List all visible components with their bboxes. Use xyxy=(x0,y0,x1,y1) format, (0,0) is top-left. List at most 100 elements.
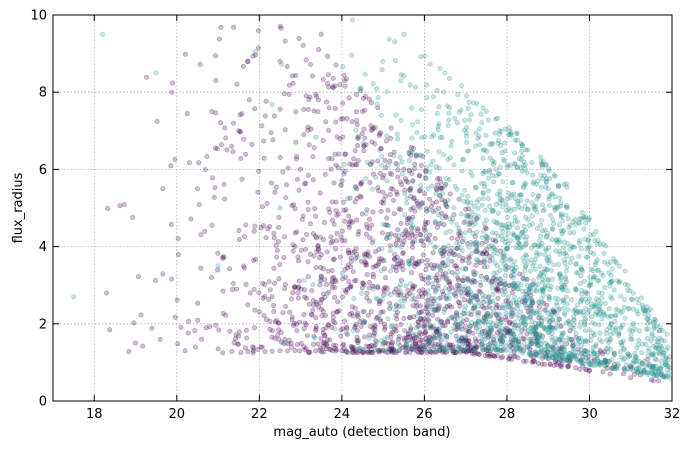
scatter-point xyxy=(423,335,429,341)
scatter-point xyxy=(429,281,435,287)
scatter-point xyxy=(305,172,311,178)
scatter-point xyxy=(402,234,408,240)
scatter-point xyxy=(333,348,339,354)
scatter-point xyxy=(407,280,413,286)
scatter-point xyxy=(457,303,463,309)
scatter-point xyxy=(461,337,467,343)
scatter-point xyxy=(329,281,335,287)
scatter-point xyxy=(506,356,512,362)
scatter-point xyxy=(346,222,352,228)
scatter-point xyxy=(509,290,515,296)
scatter-point xyxy=(349,119,355,125)
scatter-point xyxy=(503,314,509,320)
scatter-point xyxy=(362,135,368,141)
scatter-point xyxy=(595,312,601,318)
scatter-point xyxy=(420,287,426,293)
scatter-point xyxy=(507,319,513,325)
scatter-point xyxy=(308,311,314,317)
scatter-point xyxy=(270,137,276,143)
scatter-point xyxy=(366,332,372,338)
scatter-point xyxy=(354,117,360,123)
scatter-point xyxy=(444,342,450,348)
scatter-point xyxy=(403,227,409,233)
scatter-point xyxy=(323,99,329,105)
scatter-point xyxy=(412,261,418,267)
scatter-point xyxy=(559,341,565,347)
scatter-point xyxy=(492,260,498,266)
scatter-point xyxy=(468,348,474,354)
scatter-point xyxy=(374,347,380,353)
scatter-point xyxy=(355,338,361,344)
scatter-point xyxy=(481,347,487,353)
scatter-point xyxy=(464,328,470,334)
scatter-point xyxy=(306,142,312,148)
scatter-point xyxy=(229,348,235,354)
scatter-point xyxy=(185,330,191,336)
scatter-point xyxy=(427,323,433,329)
scatter-point xyxy=(467,227,473,233)
scatter-point xyxy=(402,229,408,235)
scatter-point xyxy=(359,131,365,137)
scatter-point xyxy=(561,257,567,263)
scatter-point xyxy=(304,232,310,238)
scatter-point xyxy=(472,350,478,356)
scatter-point xyxy=(241,265,247,271)
scatter-point xyxy=(397,179,403,185)
scatter-point xyxy=(466,255,472,261)
scatter-point xyxy=(491,179,497,185)
scatter-point xyxy=(551,309,557,315)
scatter-point xyxy=(435,285,441,291)
scatter-point xyxy=(578,357,584,363)
scatter-point xyxy=(627,327,633,333)
scatter-point xyxy=(465,343,471,349)
scatter-point xyxy=(507,348,513,354)
scatter-point xyxy=(388,331,394,337)
scatter-point xyxy=(343,330,349,336)
scatter-point xyxy=(470,346,476,352)
scatter-point xyxy=(549,237,555,243)
scatter-point xyxy=(437,325,443,331)
scatter-point xyxy=(368,123,374,129)
scatter-point xyxy=(461,347,467,353)
scatter-point xyxy=(499,339,505,345)
scatter-point xyxy=(393,302,399,308)
scatter-point xyxy=(425,237,431,243)
scatter-point xyxy=(426,335,432,341)
scatter-point xyxy=(496,305,502,311)
scatter-point xyxy=(391,153,397,159)
scatter-point xyxy=(524,291,530,297)
scatter-point xyxy=(380,348,386,354)
scatter-point xyxy=(559,362,565,368)
scatter-point xyxy=(493,323,499,329)
scatter-point xyxy=(433,275,439,281)
scatter-point xyxy=(335,299,341,305)
scatter-point xyxy=(310,307,316,313)
scatter-point xyxy=(438,343,444,349)
scatter-point xyxy=(269,328,275,334)
scatter-point xyxy=(391,256,397,262)
scatter-point xyxy=(393,312,399,318)
scatter-point xyxy=(423,221,429,227)
scatter-point xyxy=(596,267,602,273)
scatter-point xyxy=(487,348,493,354)
scatter-point xyxy=(289,73,295,79)
scatter-point xyxy=(431,265,437,271)
scatter-point xyxy=(636,328,642,334)
scatter-point xyxy=(591,357,597,363)
scatter-point xyxy=(329,285,335,291)
scatter-point xyxy=(516,156,522,162)
scatter-point xyxy=(382,284,388,290)
scatter-point xyxy=(493,239,499,245)
scatter-point xyxy=(435,277,441,283)
scatter-point xyxy=(364,295,370,301)
scatter-point xyxy=(423,169,429,175)
scatter-point xyxy=(291,202,297,208)
scatter-point xyxy=(532,266,538,272)
scatter-point xyxy=(488,333,494,339)
scatter-point xyxy=(272,280,278,286)
scatter-point xyxy=(639,360,645,366)
scatter-point xyxy=(318,297,324,303)
scatter-point xyxy=(451,291,457,297)
scatter-point xyxy=(366,216,372,222)
scatter-point xyxy=(469,279,475,285)
